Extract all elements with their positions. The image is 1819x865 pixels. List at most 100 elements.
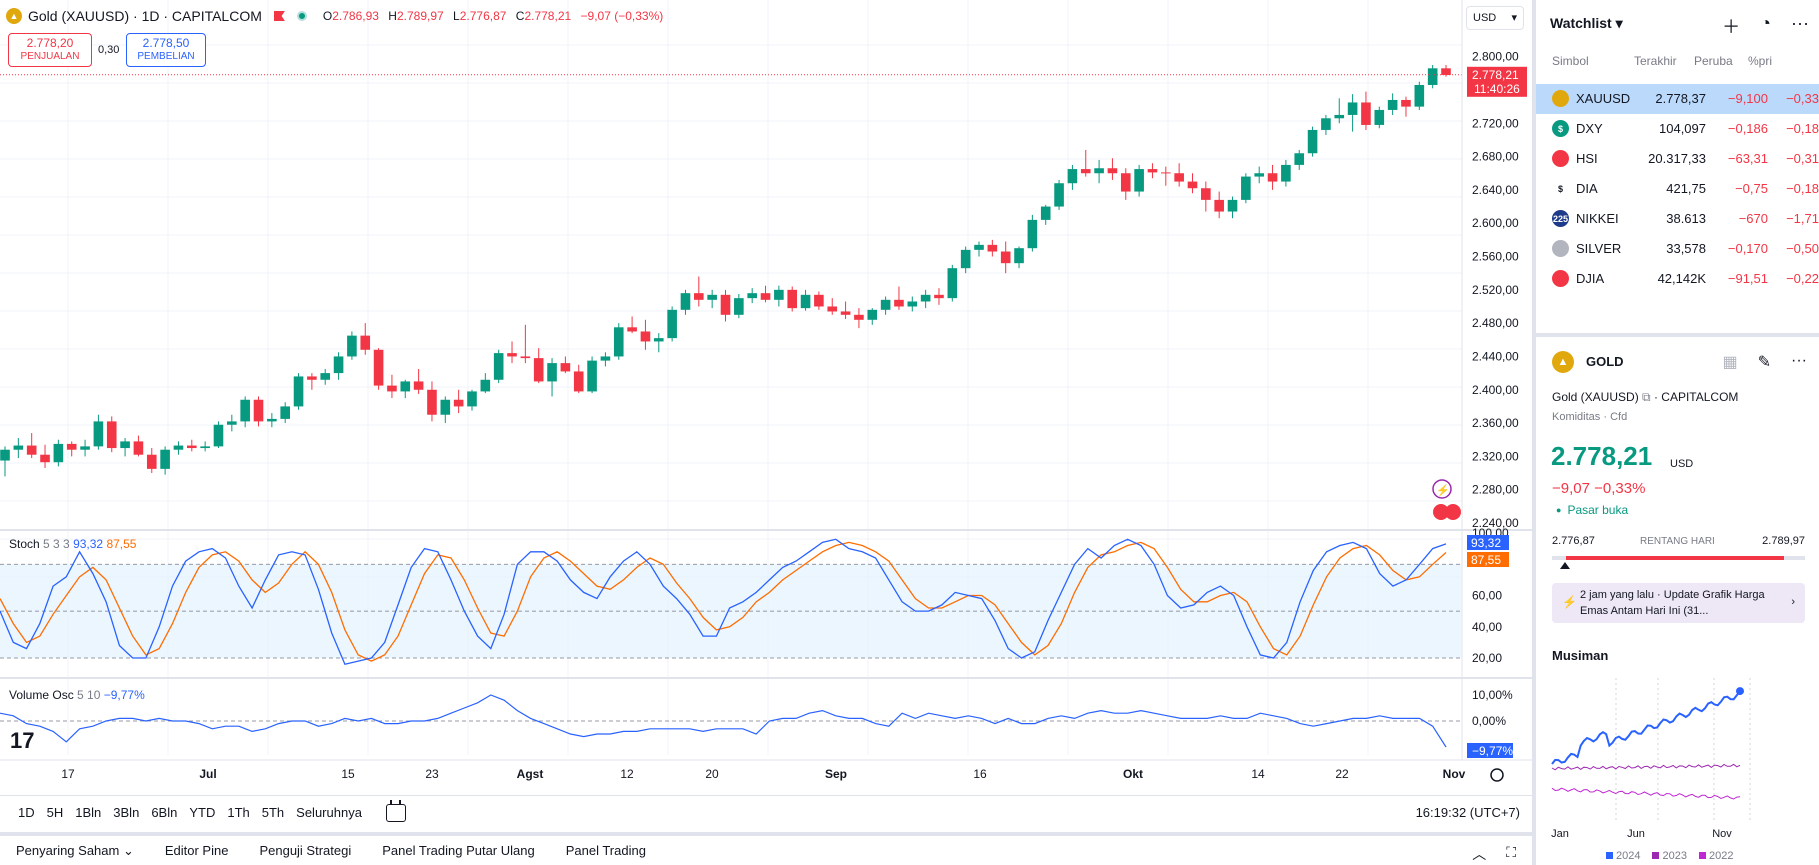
- candle: [1307, 129, 1318, 154]
- time-axis-label: 17: [61, 767, 75, 781]
- watchlist-title[interactable]: Watchlist ▾: [1550, 15, 1623, 31]
- detail-category: Komiditas · Cfd: [1552, 411, 1628, 423]
- watchlist-percent: −0,18: [1786, 181, 1819, 196]
- timeframe-1bln[interactable]: 1Bln: [75, 805, 102, 820]
- candle: [827, 306, 838, 312]
- candle: [507, 353, 517, 357]
- watchlist-row[interactable]: 225 NIKKEI 38.613 −670 −1,71: [1536, 204, 1819, 234]
- calendar-icon[interactable]: [385, 799, 406, 822]
- seasonal-chart[interactable]: Jan Jun Nov: [1536, 670, 1819, 840]
- candle: [720, 294, 731, 315]
- edit-icon[interactable]: ✎: [1757, 354, 1772, 371]
- watchlist-change: −670: [1738, 211, 1768, 226]
- seasonal-title[interactable]: Musiman: [1552, 648, 1609, 663]
- candle: [947, 268, 958, 299]
- watchlist-symbol: NIKKEI: [1576, 211, 1619, 226]
- chart-pie-icon[interactable]: ◔: [1760, 13, 1772, 33]
- bottom-tab[interactable]: Panel Trading Putar Ulang: [382, 842, 535, 858]
- time-axis-label: 12: [620, 767, 634, 781]
- candle: [1120, 173, 1131, 192]
- watchlist-header: Simbol Terakhir Peruba %pri: [1536, 54, 1819, 76]
- col-change: Peruba: [1694, 54, 1733, 68]
- timeframe-6bln[interactable]: 6Bln: [151, 805, 178, 820]
- candle: [1214, 199, 1224, 212]
- ohlc-values: O2.786,93 H2.789,97 L2.776,87 C2.778,21 …: [322, 9, 664, 23]
- bottom-tab[interactable]: Editor Pine: [164, 842, 229, 858]
- candle: [227, 421, 237, 425]
- market-open-icon: [296, 11, 307, 21]
- candle: [400, 381, 411, 392]
- candle: [80, 446, 90, 450]
- range-label: RENTANG HARI: [1640, 536, 1715, 547]
- stoch-axis-label: 20,00: [1472, 651, 1502, 665]
- candle: [280, 406, 290, 419]
- chart-area[interactable]: 2.800,00 2.720,00 2.680,00 2.640,00 2.600,00…: [0, 0, 1532, 795]
- chart-canvas[interactable]: 2.800,00 2.720,00 2.680,00 2.640,00 2.600,00…: [0, 0, 1532, 795]
- candle: [867, 309, 878, 320]
- watchlist-change: −91,51: [1727, 271, 1768, 286]
- buy-button[interactable]: 2.778,50 PEMBELIAN: [126, 33, 206, 67]
- timeframe-5h[interactable]: 5H: [46, 805, 64, 820]
- watchlist-row[interactable]: XAUUSD 2.778,37 −9,100 −0,33: [1536, 84, 1819, 114]
- watchlist-last: 42,142K: [1657, 271, 1706, 286]
- col-last: Terakhir: [1634, 54, 1677, 68]
- candle: [1374, 109, 1385, 125]
- candle: [760, 293, 771, 300]
- candle: [880, 299, 891, 310]
- watchlist-row[interactable]: $ DXY 104,097 −0,186 −0,18: [1536, 114, 1819, 144]
- watchlist-symbol: SILVER: [1576, 241, 1622, 256]
- clock[interactable]: 16:19:32 (UTC+7): [1415, 805, 1520, 820]
- watchlist-symbol: HSI: [1576, 151, 1598, 166]
- watchlist-row[interactable]: HSI 20.317,33 −63,31 −0,31: [1536, 144, 1819, 174]
- time-axis-label: 16: [973, 767, 987, 781]
- timeframe-bar: 1D 5H 1Bln 3Bln 6Bln YTD 1Th 5Th Seluruhnya 16:1…: [0, 795, 1532, 829]
- timeframe-1th[interactable]: 1Th: [227, 805, 250, 820]
- bottom-tab[interactable]: Penyaring Saham ⌄: [16, 842, 134, 858]
- timeframe-ytd[interactable]: YTD: [189, 805, 216, 820]
- timeframe-5th[interactable]: 5Th: [261, 805, 285, 820]
- watchlist-row[interactable]: SILVER 33,578 −0,170 −0,50: [1536, 234, 1819, 264]
- watchlist-row[interactable]: $ DIA 421,75 −0,75 −0,18: [1536, 174, 1819, 204]
- vo-badge: [1467, 743, 1513, 758]
- candle: [814, 294, 824, 307]
- maximize-icon[interactable]: ⛶: [1506, 844, 1516, 860]
- sell-button[interactable]: 2.778,20 PENJUALAN: [8, 33, 92, 67]
- candle: [1174, 173, 1184, 182]
- bottom-tab[interactable]: Penguji Strategi: [259, 842, 352, 858]
- candle: [587, 360, 597, 392]
- watchlist-percent: −1,71: [1786, 211, 1819, 226]
- timeframe-1d[interactable]: 1D: [18, 805, 35, 820]
- timeframe-seluruhnya[interactable]: Seluruhnya: [296, 805, 362, 820]
- flag-icon[interactable]: [273, 11, 285, 21]
- price-axis-label: 2.800,00: [1472, 50, 1519, 64]
- news-card[interactable]: ⚡ 2 jam yang lalu · Update Grafik Harga …: [1552, 583, 1805, 623]
- chevron-right-icon: ›: [1791, 596, 1795, 608]
- more-icon[interactable]: ···: [1791, 13, 1809, 33]
- bottom-tab[interactable]: Panel Trading: [565, 842, 646, 858]
- symbol-title[interactable]: Gold (XAUUSD) · 1D · CAPITALCOM: [28, 8, 262, 24]
- detail-price: 2.778,21: [1551, 441, 1653, 471]
- settings-icon: [1490, 768, 1504, 782]
- candle: [1161, 172, 1171, 174]
- add-icon[interactable]: ＋: [1722, 17, 1741, 37]
- candle: [53, 443, 64, 463]
- legend-2022: 2022: [1699, 850, 1733, 862]
- collapse-icon[interactable]: ︿: [1472, 846, 1487, 862]
- time-axis-label: Sep: [825, 767, 847, 781]
- series-2023: [1551, 763, 1741, 771]
- col-percent: %pri: [1748, 54, 1773, 68]
- candle: [360, 335, 371, 350]
- candle: [1414, 84, 1425, 107]
- vo-line: [0, 694, 1447, 748]
- grid-icon[interactable]: ▦: [1722, 354, 1738, 371]
- dollar-icon: $: [1552, 120, 1569, 137]
- price-axis-label: 2.680,00: [1472, 150, 1519, 164]
- candle: [974, 244, 984, 250]
- vo-badge-label: −9,77%: [1472, 744, 1513, 758]
- watchlist-row[interactable]: DJIA 42,142K −91,51 −0,22: [1536, 264, 1819, 294]
- more-icon[interactable]: ···: [1791, 352, 1807, 369]
- detail-title[interactable]: GOLD: [1586, 354, 1624, 369]
- timeframe-3bln[interactable]: 3Bln: [113, 805, 140, 820]
- currency-select[interactable]: USD: [1466, 6, 1524, 30]
